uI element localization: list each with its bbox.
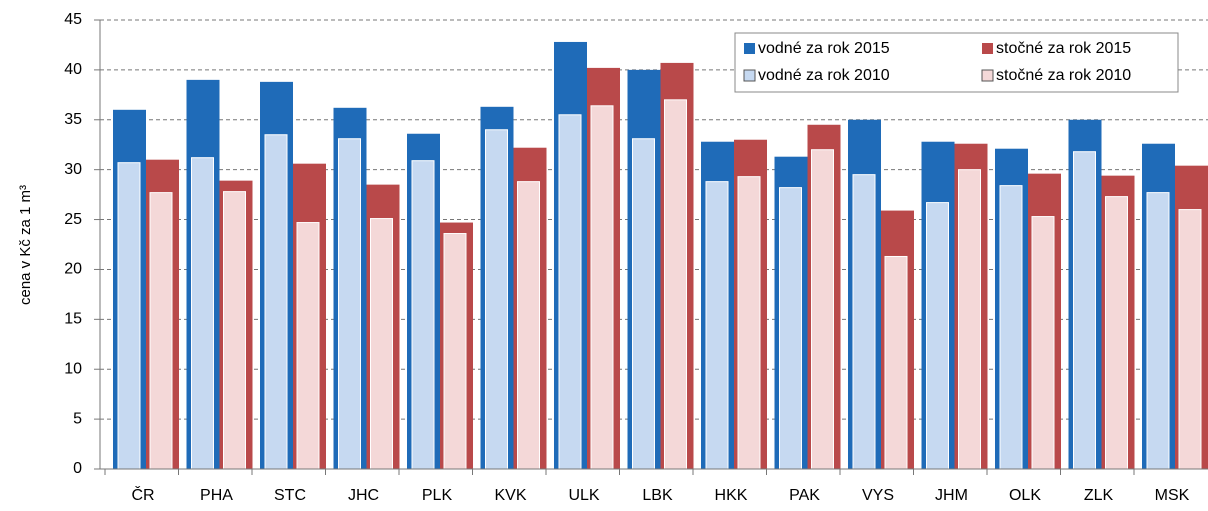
y-tick-label: 0 [73,460,82,477]
y-tick-label: 30 [64,161,82,178]
y-tick-label: 10 [64,360,82,377]
bar [852,174,876,470]
bar [1178,209,1202,470]
legend-swatch [744,43,755,54]
x-tick-label: JHM [935,487,968,504]
bar [1105,196,1128,470]
bar [223,191,246,470]
x-tick-label: MSK [1155,487,1190,504]
legend-label: vodné za rok 2015 [758,40,890,57]
x-tick-label: PLK [422,487,453,504]
bar [958,169,981,470]
y-tick-label: 25 [64,211,82,228]
x-tick-label: KVK [494,487,526,504]
y-tick-label: 45 [64,11,82,28]
bar [926,202,949,470]
x-tick-label: STC [274,487,306,504]
bar [117,162,141,470]
x-tick-label: JHC [348,487,379,504]
bar [517,181,540,470]
bar [443,233,467,470]
x-tick-label: PAK [789,487,820,504]
y-axis-label: cena v Kč za 1 m³ [17,185,34,305]
bar [558,114,582,470]
legend-swatch [743,69,756,82]
bar [632,138,655,470]
bar [664,99,687,470]
y-tick-label: 40 [64,61,82,78]
bar [296,222,320,470]
x-tick-label: LBK [642,487,673,504]
x-tick-label: PHA [200,487,233,504]
legend-swatch [981,69,994,82]
bar [264,134,288,470]
bar [149,192,173,470]
bar [884,255,908,470]
bar [1146,192,1170,470]
bar [191,157,214,470]
x-tick-label: VYS [862,487,894,504]
x-tick-label: OLK [1009,487,1041,504]
legend-label: stočné za rok 2010 [996,67,1131,84]
x-tick-label: HKK [715,487,748,504]
legend-label: stočné za rok 2015 [996,40,1131,57]
y-tick-label: 15 [64,311,82,328]
y-tick-label: 5 [73,410,82,427]
bar [590,105,614,470]
bar [811,149,834,470]
bar [779,187,802,470]
x-tick-label: ZLK [1084,487,1114,504]
x-tick-label: ULK [568,487,599,504]
bar [737,176,761,470]
bar [999,185,1023,470]
y-tick-label: 20 [64,261,82,278]
bar [485,129,508,470]
y-tick-label: 35 [64,111,82,128]
legend-swatch [982,43,993,54]
legend-label: vodné za rok 2010 [758,67,890,84]
bar [1031,216,1055,470]
bar [370,218,393,470]
bar [338,138,361,470]
bar [705,181,729,470]
x-tick-label: ČR [131,485,154,504]
bar [411,160,435,470]
bar [1073,151,1096,470]
legend-box [734,32,1179,93]
